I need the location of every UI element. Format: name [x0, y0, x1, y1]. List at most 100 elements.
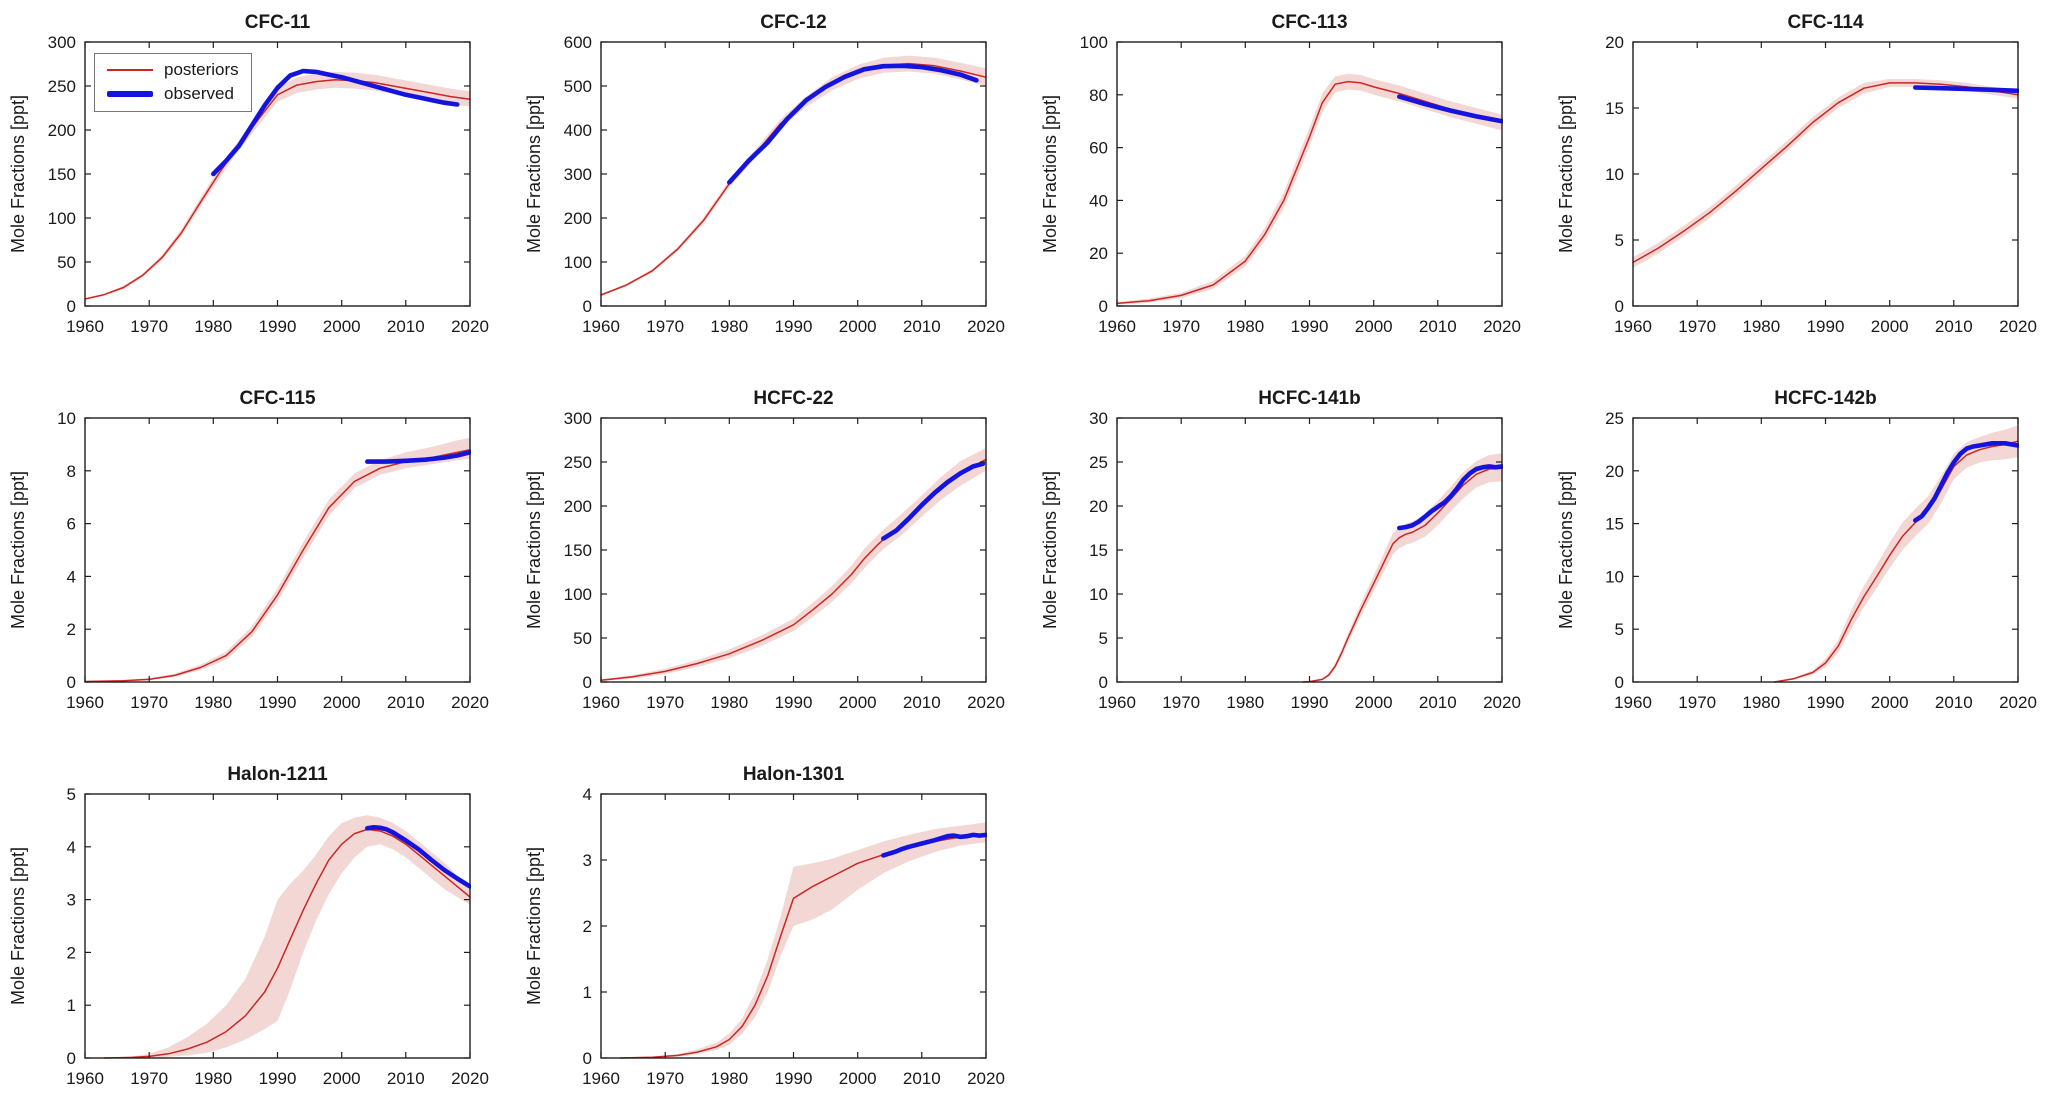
y-tick-label: 200	[564, 209, 592, 228]
x-tick-label: 1970	[130, 317, 168, 336]
chart-cfc-114: 1960 1970 1980 1990 2000 2010 2020 0 5 10 15 20 CFC-…	[1548, 0, 2064, 376]
x-tick-label: 2010	[387, 693, 425, 712]
plot-area	[1773, 425, 2019, 683]
chart-title: Halon-1301	[743, 764, 845, 785]
y-tick-label: 3	[67, 891, 76, 910]
y-tick-label: 300	[48, 33, 76, 52]
y-tick-label: 600	[564, 33, 592, 52]
y-tick-label: 20	[1089, 497, 1108, 516]
y-tick-label: 50	[573, 629, 592, 648]
y-tick-label: 200	[564, 497, 592, 516]
chart-title: CFC-114	[1787, 12, 1863, 33]
x-tick-label: 2000	[839, 1069, 877, 1088]
chart-title: HCFC-142b	[1774, 388, 1876, 409]
y-tick-label: 0	[67, 673, 76, 692]
chart-svg: 1960 1970 1980 1990 2000 2010 2020 0 1 2 3 4 Halon-1…	[524, 764, 1005, 1088]
observed-line	[211, 68, 460, 177]
chart-cfc-11: 1960 1970 1980 1990 2000 2010 2020 0 50 100 150 200…	[0, 0, 516, 376]
observed-line	[1913, 441, 2019, 523]
x-tick-label: 1980	[710, 1069, 748, 1088]
plot-area	[103, 815, 471, 1059]
x-tick-label: 1970	[130, 693, 168, 712]
y-tick-label: 5	[1099, 629, 1108, 648]
y-tick-label: 25	[1089, 453, 1108, 472]
chart-svg: 1960 1970 1980 1990 2000 2010 2020 0 20 40 60 80 100…	[1040, 12, 1521, 336]
y-tick-label: 100	[564, 585, 592, 604]
y-tick-label: 0	[583, 1049, 592, 1068]
y-tick-label: 4	[67, 838, 76, 857]
uncertainty-band	[1633, 79, 2018, 268]
x-tick-label: 1980	[194, 317, 232, 336]
chart-title: CFC-12	[760, 12, 827, 33]
plot-area	[600, 447, 987, 682]
x-tick-label: 2010	[1935, 317, 1973, 336]
y-tick-label: 1	[583, 983, 592, 1002]
y-tick-label: 8	[67, 462, 76, 481]
y-tick-label: 100	[1080, 33, 1108, 52]
x-tick-label: 2010	[1419, 693, 1457, 712]
posteriors-line	[1302, 467, 1503, 683]
y-tick-label: 3	[583, 851, 592, 870]
x-tick-label: 1970	[646, 1069, 684, 1088]
x-tick-label: 2010	[387, 317, 425, 336]
legend: posteriors observed	[94, 53, 252, 113]
x-tick-label: 1980	[194, 1069, 232, 1088]
plot-area	[1632, 79, 2019, 268]
y-tick-label: 2	[67, 943, 76, 962]
x-tick-label: 1960	[1614, 317, 1652, 336]
observed-line	[1913, 85, 2019, 94]
y-tick-label: 80	[1089, 86, 1108, 105]
y-tick-label: 5	[1615, 620, 1624, 639]
chart-svg: 1960 1970 1980 1990 2000 2010 2020 0 1 2 3 4 5 Halon-…	[8, 764, 489, 1088]
y-tick-label: 30	[1089, 409, 1108, 428]
x-tick-label: 1990	[259, 693, 297, 712]
plot-area	[84, 68, 471, 300]
observed-line-sample	[107, 91, 153, 98]
x-tick-label: 2020	[1483, 317, 1521, 336]
x-tick-label: 2020	[967, 317, 1005, 336]
legend-entry-posteriors: posteriors	[107, 60, 239, 80]
uncertainty-band	[1303, 453, 1502, 682]
y-axis-label: Mole Fractions [ppt]	[8, 847, 28, 1005]
x-tick-label: 2000	[1355, 317, 1393, 336]
x-tick-label: 1960	[66, 1069, 104, 1088]
y-tick-label: 0	[1099, 673, 1108, 692]
y-axis-label: Mole Fractions [ppt]	[8, 471, 28, 629]
chart-title: Halon-1211	[227, 764, 328, 785]
y-tick-label: 6	[67, 515, 76, 534]
y-axis-label: Mole Fractions [ppt]	[1040, 471, 1060, 629]
y-tick-label: 4	[583, 785, 592, 804]
x-tick-label: 2000	[839, 693, 877, 712]
uncertainty-band	[620, 822, 986, 1058]
y-axis-label: Mole Fractions [ppt]	[524, 471, 544, 629]
y-tick-label: 2	[67, 620, 76, 639]
axes-box	[1116, 417, 1503, 683]
y-tick-label: 15	[1605, 515, 1624, 534]
x-tick-label: 2020	[451, 317, 489, 336]
chart-cfc-115: 1960 1970 1980 1990 2000 2010 2020 0 2 4 6 8 10 CFC-1…	[0, 376, 516, 752]
chart-cfc-12: 1960 1970 1980 1990 2000 2010 2020 0 100 200 300 40…	[516, 0, 1032, 376]
y-tick-label: 150	[48, 165, 76, 184]
posteriors-line	[600, 62, 987, 296]
y-tick-label: 100	[48, 209, 76, 228]
chart-svg: 1960 1970 1980 1990 2000 2010 2020 0 5 10 15 20 25 HC…	[1556, 388, 2037, 712]
y-tick-label: 5	[1615, 231, 1624, 250]
x-tick-label: 1990	[775, 1069, 813, 1088]
posteriors-line	[1116, 80, 1503, 305]
axes-box	[600, 417, 987, 683]
x-tick-label: 1970	[1162, 317, 1200, 336]
y-tick-label: 0	[67, 1049, 76, 1068]
x-tick-label: 2000	[1355, 693, 1393, 712]
x-tick-label: 1990	[1807, 693, 1845, 712]
chart-halon-1301: 1960 1970 1980 1990 2000 2010 2020 0 1 2 3 4 Halon-1…	[516, 752, 1032, 1109]
y-tick-label: 400	[564, 121, 592, 140]
x-tick-label: 1960	[582, 1069, 620, 1088]
y-axis-label: Mole Fractions [ppt]	[1556, 95, 1576, 253]
y-tick-label: 20	[1605, 33, 1624, 52]
y-axis-label: Mole Fractions [ppt]	[524, 847, 544, 1005]
x-tick-label: 1970	[646, 317, 684, 336]
y-tick-label: 40	[1089, 191, 1108, 210]
observed-line	[365, 450, 471, 464]
